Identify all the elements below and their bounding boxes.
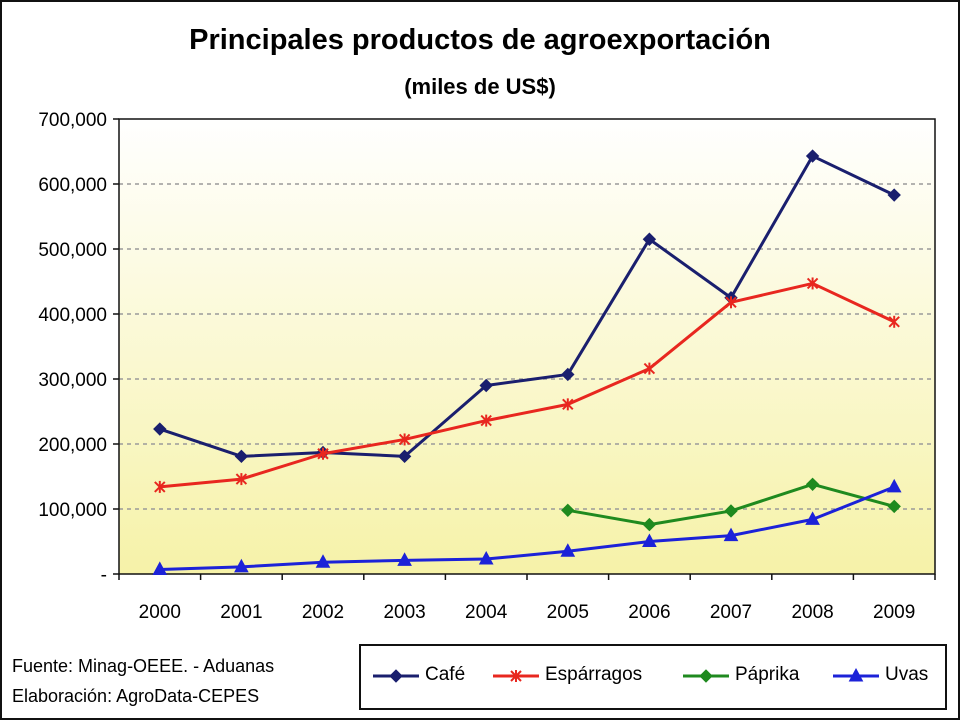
y-tick-label: 500,000 <box>38 240 107 261</box>
x-tick-label: 2007 <box>710 602 752 623</box>
data-point-uvas <box>560 543 576 557</box>
data-point-cafe <box>479 378 493 393</box>
data-point-uvas <box>478 551 494 565</box>
data-point-uvas <box>152 561 168 575</box>
data-point-cafe <box>397 449 412 464</box>
data-point-cafe <box>234 449 249 464</box>
data-point-esparragos <box>154 480 166 493</box>
y-tick-label: 600,000 <box>38 175 107 196</box>
legend-label-paprika: Páprika <box>735 664 800 685</box>
data-point-paprika <box>805 477 820 492</box>
data-point-esparragos <box>398 433 411 446</box>
data-point-cafe <box>887 188 901 202</box>
data-point-uvas <box>397 552 412 566</box>
legend-swatch-esparragos <box>493 670 539 682</box>
data-point-esparragos <box>643 362 656 375</box>
legend-label-uvas: Uvas <box>885 664 929 685</box>
x-tick-label: 2005 <box>547 602 589 623</box>
series-esparragos <box>154 277 900 493</box>
data-point-uvas <box>642 533 657 547</box>
y-tick-label: - <box>101 565 107 586</box>
series-line-cafe <box>159 154 895 458</box>
x-tick-label: 2008 <box>791 602 833 623</box>
legend-label-cafe: Café <box>425 664 466 685</box>
x-tick-label: 2009 <box>873 602 915 623</box>
y-tick-label: 200,000 <box>38 435 107 456</box>
data-point-uvas <box>723 527 739 542</box>
data-point-esparragos <box>806 277 819 290</box>
data-point-esparragos <box>480 414 492 427</box>
data-point-uvas <box>805 511 820 525</box>
legend-swatch-marker <box>510 670 522 682</box>
series-paprika <box>561 477 901 532</box>
data-point-esparragos <box>317 447 329 460</box>
x-tick-label: 2004 <box>465 602 508 623</box>
data-point-paprika <box>887 499 901 514</box>
x-tick-label: 2003 <box>383 602 425 623</box>
legend-swatch-marker <box>848 667 864 682</box>
legend-swatch-uvas <box>833 667 879 682</box>
series-cafe <box>153 149 901 464</box>
data-point-esparragos <box>725 296 737 309</box>
chart-title: Principales productos de agroexportación <box>189 24 771 56</box>
y-tick-label: 100,000 <box>38 500 107 521</box>
legend-swatch-paprika <box>683 669 729 683</box>
data-point-uvas <box>315 554 331 568</box>
data-point-cafe <box>805 149 820 163</box>
series-uvas <box>152 478 902 575</box>
legend-swatch-marker <box>389 669 403 683</box>
y-tick-label: 700,000 <box>38 110 107 131</box>
x-tick-label: 2006 <box>628 602 670 623</box>
data-point-esparragos <box>562 398 574 411</box>
elaboration-note: Elaboración: AgroData-CEPES <box>12 686 260 706</box>
x-tick-label: 2001 <box>220 602 262 623</box>
legend-label-esparragos: Espárragos <box>545 664 643 685</box>
data-point-cafe <box>153 422 167 436</box>
chart-legend: Café Espárragos Páprika Uvas <box>359 644 947 710</box>
chart-subtitle: (miles de US$) <box>404 74 556 99</box>
source-note: Fuente: Minag-OEEE. - Aduanas <box>12 656 275 676</box>
data-point-esparragos <box>888 315 900 328</box>
data-point-cafe <box>642 232 657 246</box>
plot-area <box>119 119 935 574</box>
data-point-uvas <box>234 558 249 573</box>
x-tick-label: 2002 <box>302 602 344 623</box>
data-point-esparragos <box>235 473 248 486</box>
y-tick-label: 300,000 <box>38 370 107 391</box>
data-point-paprika <box>642 517 657 532</box>
x-tick-label: 2000 <box>139 602 181 623</box>
data-point-paprika <box>724 504 738 518</box>
data-point-uvas <box>886 478 902 493</box>
series-line-esparragos <box>159 281 895 489</box>
y-tick-label: 400,000 <box>38 305 107 326</box>
data-point-paprika <box>561 503 575 518</box>
series-line-uvas <box>159 485 895 571</box>
legend-swatch-marker <box>699 669 713 683</box>
legend-swatch-cafe <box>373 669 419 683</box>
data-point-cafe <box>561 367 575 382</box>
